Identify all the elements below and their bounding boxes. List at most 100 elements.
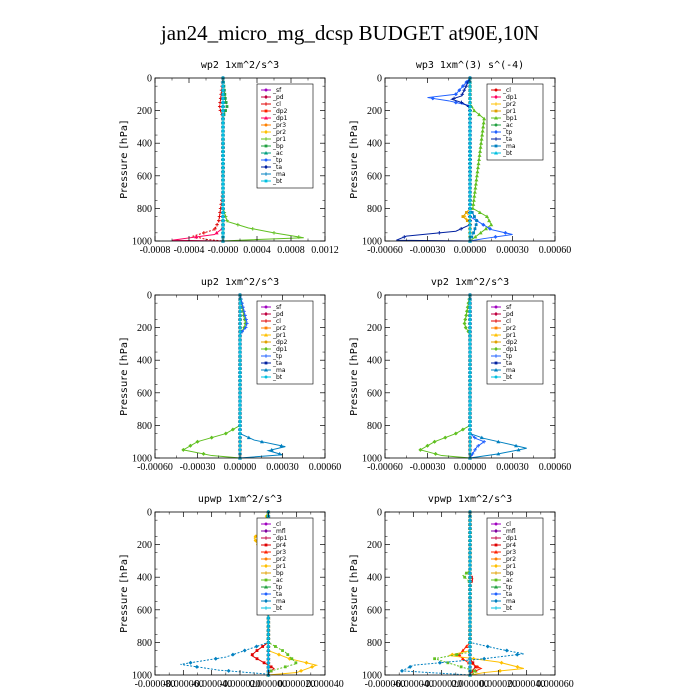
series-line-dp1	[419, 294, 471, 459]
series-point	[241, 305, 245, 310]
series-point	[238, 440, 242, 444]
legend-marker	[494, 522, 498, 526]
x-tick-label: 0.0004	[243, 245, 271, 256]
legend-marker	[494, 592, 498, 596]
legend: _cl_mfl_dp1_pr4_pr3_pr2_pr1_bp_ac_tp_ta_…	[486, 517, 544, 616]
series-point	[221, 125, 225, 129]
series-point	[238, 444, 242, 448]
series-point	[221, 202, 225, 206]
x-tick-label: -0.00060	[137, 462, 173, 473]
series-point	[242, 648, 247, 653]
series-point	[214, 230, 219, 235]
series-point	[238, 411, 242, 415]
series-group	[400, 510, 524, 677]
series-point	[468, 370, 472, 374]
legend-entry: _ac	[502, 122, 513, 129]
legend-entry: _pr1	[502, 563, 516, 570]
series-point	[238, 317, 242, 321]
series-point	[238, 354, 242, 358]
legend-entry: _tp	[502, 584, 512, 591]
legend-entry: _pr3	[272, 549, 286, 556]
legend-marker	[264, 585, 268, 589]
legend-entry: _bp	[272, 143, 284, 150]
legend-marker	[494, 571, 498, 575]
series-point	[468, 112, 472, 117]
series-point	[468, 579, 472, 584]
legend-marker	[264, 326, 268, 330]
series-point	[476, 161, 481, 166]
series-point	[468, 354, 472, 358]
series-point	[464, 309, 469, 314]
series-point	[479, 137, 484, 141]
series-point	[437, 660, 442, 665]
series-point	[468, 624, 472, 628]
series-point	[221, 231, 225, 235]
series-point	[213, 656, 218, 661]
series-point	[477, 210, 482, 214]
series-point	[266, 620, 271, 624]
series-point	[475, 165, 480, 170]
legend-entry: _cl	[502, 87, 511, 94]
series-point	[478, 145, 483, 149]
series-point	[473, 186, 478, 190]
y-tick-label: 200	[367, 540, 382, 551]
legend: _cl_mfl_dp1_pr4_pr3_pr2_pr1_bp_ac_tp_ta_…	[256, 517, 314, 616]
series-point	[272, 231, 276, 235]
legend-entry: _ta	[272, 164, 282, 171]
series-point	[238, 383, 242, 387]
series-point	[468, 591, 472, 596]
y-axis-label: Pressure [hPa]	[349, 120, 360, 199]
legend-marker	[494, 564, 498, 568]
series-point	[304, 660, 309, 665]
legend-entry: _sf	[272, 304, 282, 311]
series-point	[468, 358, 472, 362]
legend-marker	[494, 585, 498, 589]
legend-marker	[264, 179, 268, 183]
series-point	[459, 226, 463, 231]
legend-marker	[264, 123, 268, 127]
y-tick-label: 1000	[132, 671, 152, 682]
legend-entry: _pr2	[272, 129, 286, 136]
legend-entry: _pr2	[502, 325, 516, 332]
series-point	[221, 207, 225, 210]
legend-marker	[494, 130, 498, 134]
series-point	[462, 88, 467, 93]
legend-entry: _pr3	[272, 122, 286, 129]
legend-marker	[494, 375, 498, 379]
series-point	[479, 435, 484, 440]
series-point	[221, 96, 225, 100]
series-point	[238, 358, 242, 362]
legend-entry: _pr3	[502, 549, 516, 556]
legend-entry: _pr1	[272, 136, 286, 143]
series-point	[485, 644, 490, 649]
series-point	[468, 440, 472, 444]
series-point	[468, 161, 472, 166]
y-tick-label: 200	[137, 106, 152, 117]
series-point	[266, 652, 271, 657]
series-point	[504, 648, 509, 653]
series-point	[474, 173, 479, 178]
series-point	[463, 325, 468, 330]
legend-entry: _mfl	[502, 528, 516, 535]
y-tick-label: 1000	[362, 671, 382, 682]
y-tick-label: 600	[137, 171, 152, 182]
series-point	[468, 518, 472, 522]
series-point	[468, 665, 472, 669]
y-tick-label: 0	[377, 74, 382, 85]
series-point	[468, 411, 472, 415]
y-tick-label: 400	[367, 139, 382, 150]
series-point	[482, 116, 487, 121]
legend-entry: _cl	[502, 521, 511, 528]
series-point	[281, 649, 284, 652]
x-tick-label: 0.0012	[311, 245, 339, 256]
legend-marker	[264, 599, 268, 603]
series-point	[468, 338, 472, 342]
legend-entry: _pd	[272, 94, 284, 101]
series-point	[266, 632, 271, 637]
series-point	[238, 415, 242, 419]
series-point	[230, 427, 235, 432]
legend-entry: _ma	[502, 598, 516, 605]
series-point	[460, 92, 465, 97]
series-point	[453, 431, 458, 436]
series-point	[468, 436, 472, 440]
